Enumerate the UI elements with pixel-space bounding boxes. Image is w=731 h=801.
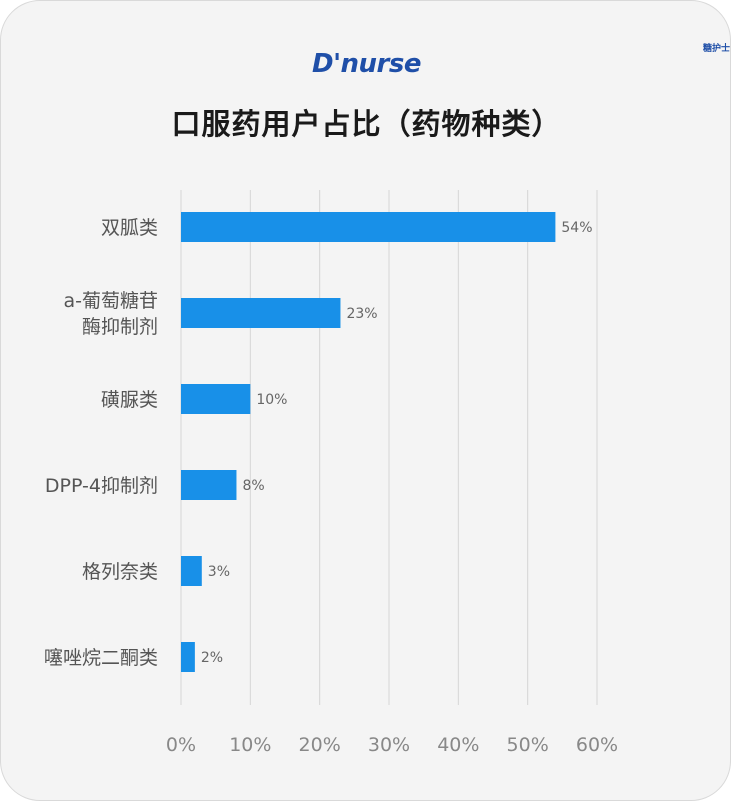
value-label: 23% (346, 306, 377, 322)
category-label: 双胍类 (101, 217, 158, 239)
x-tick-label: 50% (507, 734, 549, 756)
category-label: DPP-4抑制剂 (45, 475, 158, 497)
value-label: 2% (201, 650, 223, 666)
bar (181, 212, 556, 242)
bar (181, 556, 202, 586)
category-label: 格列奈类 (82, 561, 158, 583)
bar (181, 384, 251, 414)
logo-wordmark: D'nurse (312, 49, 422, 79)
x-tick-label: 0% (166, 734, 196, 756)
category-label: a-葡萄糖苷 (64, 290, 159, 312)
bar (181, 470, 237, 500)
bar (181, 298, 341, 328)
x-tick-label: 20% (299, 734, 341, 756)
value-label: 8% (242, 478, 264, 494)
chart-title: 口服药用户占比（药物种类） (171, 107, 562, 141)
x-tick-label: 40% (437, 734, 479, 756)
value-label: 3% (208, 564, 230, 580)
category-label: 酶抑制剂 (82, 316, 158, 338)
x-tick-label: 10% (229, 734, 271, 756)
bar (181, 642, 195, 672)
category-label: 磺脲类 (101, 389, 158, 411)
x-tick-label: 60% (576, 734, 618, 756)
category-label: 噻唑烷二酮类 (44, 647, 158, 669)
brand-logo: D'nurse 糖护士 (1, 44, 730, 89)
value-label: 54% (561, 220, 592, 236)
x-tick-label: 30% (368, 734, 410, 756)
value-label: 10% (256, 392, 287, 408)
logo-chinese-text: 糖护士 (702, 44, 730, 54)
